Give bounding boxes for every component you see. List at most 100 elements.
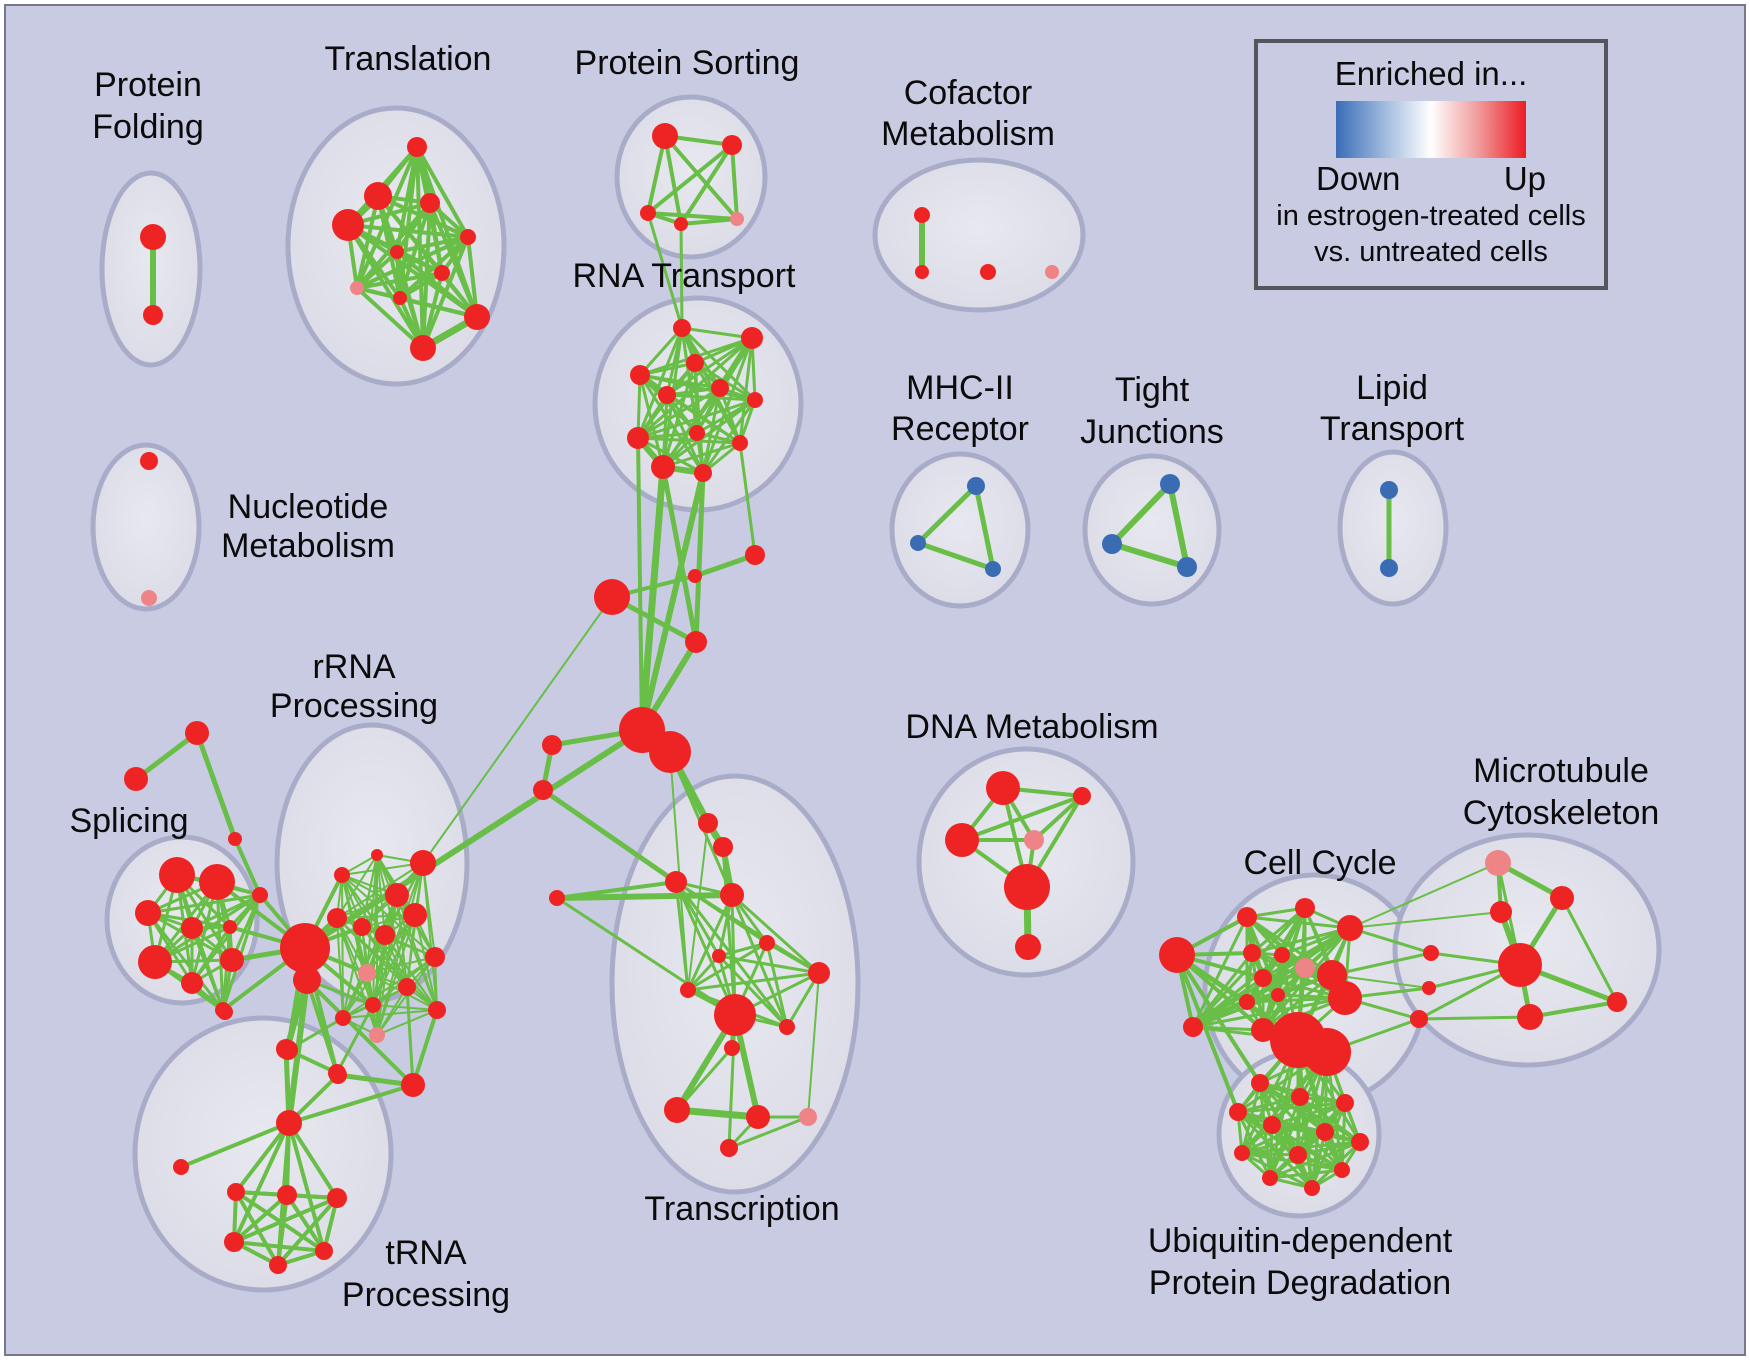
edge: [1528, 1000, 1619, 1019]
edge: [341, 874, 416, 916]
node-t9: [393, 291, 407, 305]
cluster-label-microtubule-cytoskeleton: Cytoskeleton: [1463, 794, 1660, 832]
edge: [372, 1004, 438, 1011]
edge: [663, 134, 739, 221]
node-r8: [627, 427, 649, 449]
node-cc2: [1295, 898, 1315, 918]
node-tc9: [714, 994, 756, 1036]
edge: [276, 1196, 339, 1267]
node-tc14: [799, 1108, 817, 1126]
node-pf2: [143, 305, 163, 325]
edge: [466, 235, 479, 319]
node-pf1: [140, 224, 166, 250]
edge: [807, 972, 820, 1118]
node-tb2: [277, 1185, 297, 1205]
node-t10: [464, 304, 490, 330]
node-sc: [228, 832, 242, 846]
edge: [1250, 951, 1265, 1032]
node-t5: [460, 229, 476, 245]
node-d2: [1073, 787, 1091, 805]
cluster-label-transcription: Transcription: [644, 1190, 839, 1228]
edge: [693, 470, 706, 645]
node-l3: [549, 890, 565, 906]
edge: [1250, 906, 1307, 955]
node-br3: [1410, 1010, 1428, 1028]
edge: [415, 145, 470, 239]
cluster-label-cofactor-metabolism: Metabolism: [881, 115, 1055, 153]
edge: [133, 730, 200, 782]
edge: [687, 822, 709, 991]
node-x3: [594, 579, 630, 615]
legend-caption-line2: vs. untreated cells: [1314, 236, 1548, 268]
node-u1: [1251, 1074, 1269, 1092]
edge: [335, 1072, 416, 1088]
node-h4: [293, 966, 321, 994]
node-cc1: [1237, 907, 1257, 927]
edge: [661, 398, 757, 469]
edge: [679, 222, 684, 330]
node-cc10: [1328, 981, 1362, 1015]
node-tc11: [724, 1040, 740, 1056]
edge: [346, 223, 425, 350]
edge: [738, 336, 754, 445]
edge: [665, 393, 757, 402]
node-tb1: [227, 1183, 245, 1201]
edge: [234, 1190, 280, 1267]
node-rr7: [375, 925, 395, 945]
node-sb: [124, 767, 148, 791]
edge: [686, 893, 734, 992]
edge: [411, 1008, 439, 1087]
edge: [232, 1240, 326, 1253]
edge: [355, 201, 432, 290]
edge: [1331, 974, 1430, 989]
node-rr4: [410, 850, 436, 876]
cluster-label-dna-metabolism: DNA Metabolism: [905, 708, 1158, 746]
node-u3: [1336, 1094, 1354, 1112]
edge: [398, 271, 444, 300]
edge: [638, 326, 684, 377]
edge: [765, 941, 789, 1029]
cluster-label-lipid-transport: Lipid: [1356, 369, 1428, 407]
node-th: [276, 1110, 302, 1136]
node-tb5: [269, 1256, 287, 1274]
node-r9: [689, 425, 705, 441]
node-d5: [1004, 864, 1050, 910]
node-u8: [1289, 1146, 1307, 1164]
edge: [285, 1193, 326, 1253]
node-l1: [542, 735, 562, 755]
edge: [915, 540, 996, 572]
cluster-label-trna-processing: Processing: [342, 1276, 510, 1314]
node-rr10: [365, 997, 381, 1013]
node-tc10: [779, 1019, 795, 1035]
cluster-label-rrna-processing: Processing: [270, 687, 438, 725]
edge: [1240, 1130, 1327, 1155]
node-cc12: [1251, 1018, 1275, 1042]
cluster-label-mhc-ii-receptor: MHC-II: [906, 369, 1014, 407]
node-rr5: [327, 908, 347, 928]
node-ps4: [674, 217, 688, 231]
edge: [973, 483, 996, 572]
edge: [1175, 953, 1262, 1085]
edge: [341, 874, 363, 928]
node-lp1: [1380, 481, 1398, 499]
node-n2: [141, 590, 157, 606]
edge: [730, 143, 739, 221]
node-ps1: [652, 123, 678, 149]
legend-caption-line1: in estrogen-treated cells: [1276, 200, 1586, 232]
edge: [232, 1196, 339, 1244]
edge: [686, 971, 821, 992]
edge: [190, 893, 262, 985]
node-r12: [694, 464, 712, 482]
edge: [234, 1121, 291, 1194]
edge: [305, 978, 339, 1075]
cluster-label-tight-junctions: Junctions: [1080, 413, 1224, 451]
node-t4: [332, 209, 364, 241]
node-sp7: [181, 972, 203, 994]
legend-up-label: Up: [1503, 160, 1546, 197]
node-rr1: [334, 867, 350, 883]
edge: [717, 941, 769, 958]
edge: [646, 143, 734, 215]
node-t7: [434, 265, 450, 281]
node-br1: [1423, 945, 1439, 961]
